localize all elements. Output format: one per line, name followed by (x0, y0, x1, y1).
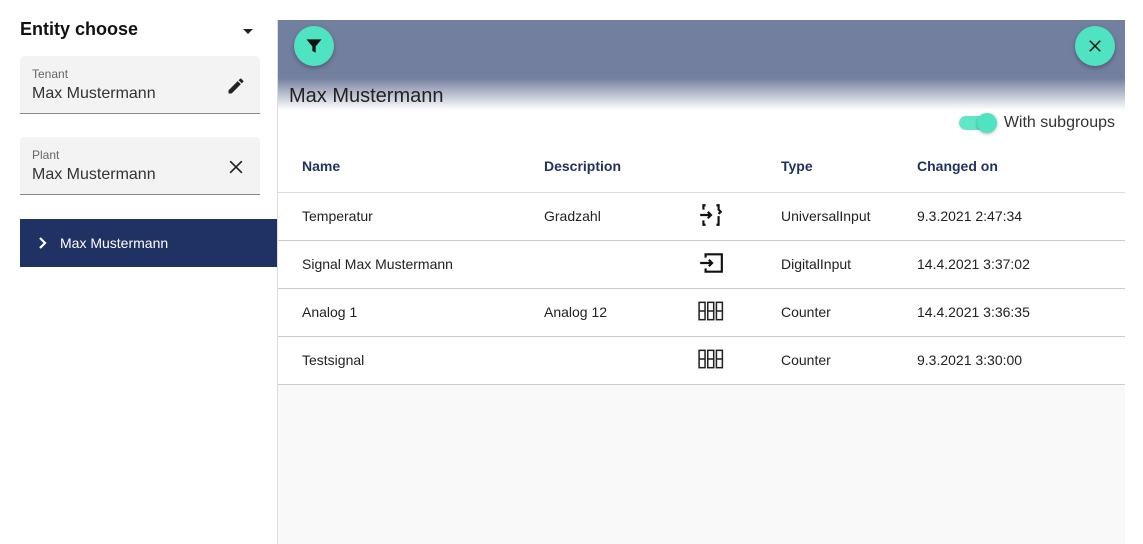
plant-value: Max Mustermann (32, 166, 156, 183)
cell-name: Testsignal (278, 336, 544, 385)
counter-icon (698, 349, 724, 368)
counter-icon (698, 301, 724, 320)
digital-input-icon (700, 252, 723, 273)
cell-changed-on: 14.4.2021 3:36:35 (917, 288, 1125, 337)
page-title: Max Mustermann (289, 85, 444, 107)
cell-description (544, 336, 696, 385)
close-icon (1089, 40, 1101, 52)
main-panel: Max Mustermann With subgroups Name Descr… (277, 20, 1125, 544)
chevron-right-icon (39, 237, 47, 249)
tenant-field[interactable]: Tenant Max Mustermann (20, 56, 260, 114)
cell-description: Analog 12 (544, 288, 696, 337)
close-button[interactable] (1075, 26, 1115, 66)
col-name[interactable]: Name (278, 140, 544, 193)
col-type[interactable]: Type (781, 140, 917, 193)
cell-type: DigitalInput (781, 240, 917, 289)
pencil-icon[interactable] (226, 76, 246, 96)
universal-input-icon (700, 203, 723, 226)
cell-changed-on: 14.4.2021 3:37:02 (917, 240, 1125, 289)
col-icon (696, 140, 781, 193)
cell-type: UniversalInput (781, 192, 917, 241)
header-band (278, 20, 1125, 110)
signals-table: Name Description Type Changed on Tempera… (278, 140, 1125, 385)
tenant-label: Tenant (32, 67, 69, 81)
filter-icon (306, 39, 322, 53)
cell-description: Gradzahl (544, 192, 696, 241)
cell-type: Counter (781, 288, 917, 337)
entity-choose-title: Entity choose (20, 19, 139, 39)
cell-name: Temperatur (278, 192, 544, 241)
cell-description (544, 240, 696, 289)
plant-field[interactable]: Plant Max Mustermann (20, 137, 260, 195)
cell-name: Signal Max Mustermann (278, 240, 544, 289)
subgroups-toggle[interactable] (959, 113, 997, 133)
table-row[interactable]: Testsignal Counter 9.3.2021 3:30:00 (278, 336, 1125, 385)
close-icon[interactable] (226, 157, 246, 177)
caret-down-icon[interactable] (243, 29, 253, 34)
table-row[interactable]: Temperatur Gradzahl UniversalInput 9.3.2… (278, 192, 1125, 241)
cell-changed-on: 9.3.2021 2:47:34 (917, 192, 1125, 241)
col-description[interactable]: Description (544, 140, 696, 193)
table-row[interactable]: Signal Max Mustermann DigitalInput 14.4.… (278, 240, 1125, 289)
table-row[interactable]: Analog 1 Analog 12 Counter 14.4.2021 3:3… (278, 288, 1125, 337)
subgroups-label: With subgroups (1003, 114, 1115, 131)
cell-changed-on: 9.3.2021 3:30:00 (917, 336, 1125, 385)
col-changed-on[interactable]: Changed on (917, 140, 1125, 193)
nav-item-label: Max Mustermann (60, 235, 169, 251)
plant-label: Plant (32, 148, 60, 162)
nav-item-max-mustermann[interactable]: Max Mustermann (20, 219, 277, 267)
cell-type: Counter (781, 336, 917, 385)
table-header: Name Description Type Changed on (278, 140, 1125, 193)
cell-name: Analog 1 (278, 288, 544, 337)
sidebar: Entity choose Tenant Max Mustermann Plan… (0, 0, 277, 544)
tenant-value: Max Mustermann (32, 85, 156, 102)
filter-button[interactable] (294, 26, 334, 66)
